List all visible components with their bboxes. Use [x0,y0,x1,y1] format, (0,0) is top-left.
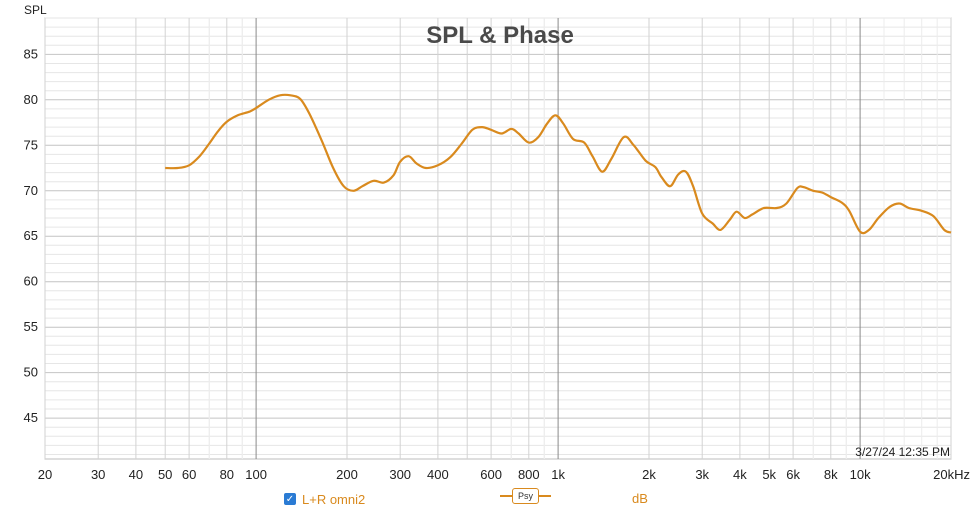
line-segment-icon [539,495,552,497]
x-tick-label: 80 [220,467,234,482]
x-tick-label: 1k [551,467,565,482]
legend-item-series[interactable]: ✓ L+R omni2 [284,492,365,507]
x-tick-label: 60 [182,467,196,482]
x-tick-label: 300 [389,467,411,482]
y-tick-label: 85 [24,46,38,61]
y-axis-label: SPL [24,3,47,17]
y-tick-label: 70 [24,183,38,198]
unit-label: dB [632,491,648,506]
plot-area [44,17,952,460]
x-tick-label: 200 [336,467,358,482]
x-tick-label: 20kHz [933,467,970,482]
check-icon[interactable]: ✓ [284,493,296,505]
series-group [165,93,952,235]
x-tick-label: 600 [480,467,502,482]
x-tick-label: 100 [245,467,267,482]
series-line-lr-omni2 [165,93,952,235]
grid-lines [44,17,952,459]
line-segment-icon [500,495,512,497]
y-tick-label: 65 [24,228,38,243]
legend: ✓ L+R omni2 [284,489,365,509]
legend-series-label: L+R omni2 [302,491,366,507]
smoothing-label: Psy [512,488,540,504]
x-tick-labels: 20 30 40 50 60 80 100 200 300 400 600 800 1k 2k 3k 4k 5k… [38,467,970,482]
y-tick-label: 80 [24,92,38,107]
x-tick-label: 30 [91,467,105,482]
y-tick-label: 45 [24,410,38,425]
x-tick-label: 10k [850,467,871,482]
x-tick-label: 5k [762,467,776,482]
smoothing-indicator[interactable]: Psy [500,488,552,504]
x-tick-label: 4k [733,467,747,482]
y-tick-labels: 45 50 55 60 65 70 75 80 85 [24,46,38,425]
y-tick-label: 60 [24,274,38,289]
x-tick-label: 50 [158,467,172,482]
chart-title: SPL & Phase [426,22,574,49]
timestamp: 3/27/24 12:35 PM [855,445,950,459]
x-tick-label: 800 [518,467,540,482]
x-tick-label: 20 [38,467,52,482]
x-tick-label: 40 [129,467,143,482]
y-tick-label: 55 [24,319,38,334]
y-tick-label: 50 [24,365,38,380]
x-tick-label: 8k [824,467,838,482]
x-tick-label: 400 [427,467,449,482]
y-tick-label: 75 [24,137,38,152]
x-tick-label: 3k [695,467,709,482]
x-tick-label: 6k [786,467,800,482]
x-tick-label: 2k [642,467,656,482]
